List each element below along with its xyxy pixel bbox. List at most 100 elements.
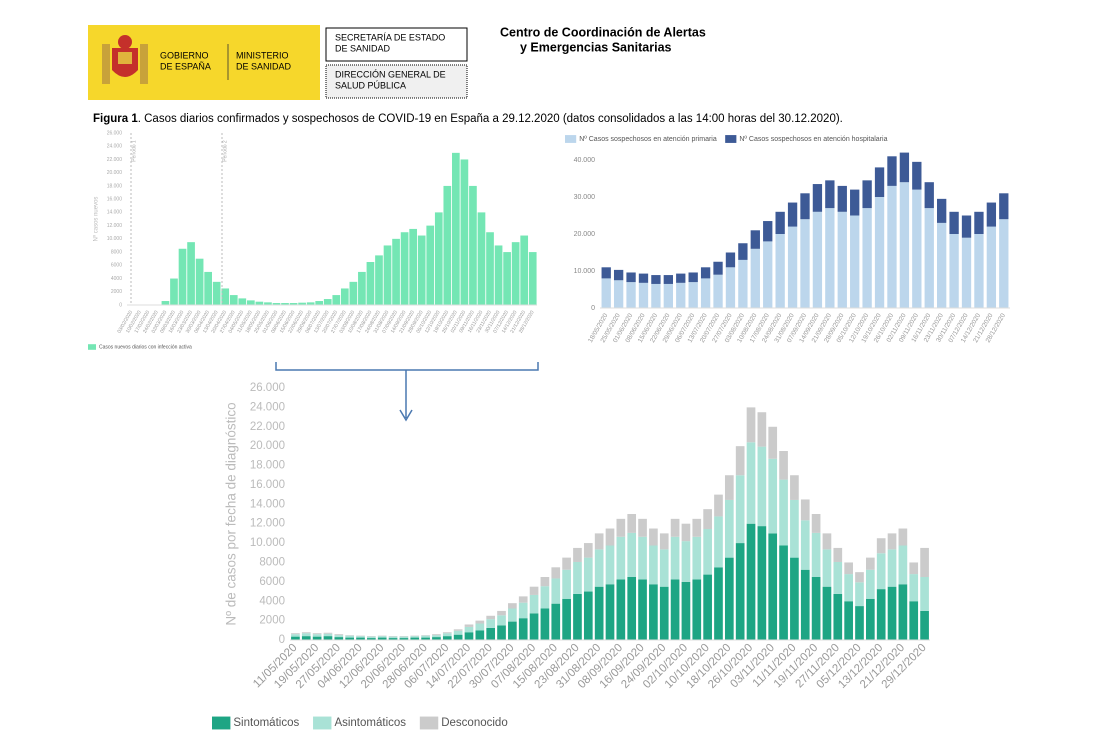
bar-segment [497, 625, 506, 640]
bar-segment [746, 442, 756, 524]
bar-segment [887, 185, 897, 308]
center-name: y Emergencias Sanitarias [520, 40, 672, 54]
bar-segment [735, 446, 745, 476]
bar-segment [825, 208, 835, 308]
bar-segment [898, 584, 908, 640]
bar-segment [551, 578, 561, 604]
bar-segment [663, 283, 673, 308]
y-tick-label: 0 [279, 634, 285, 646]
y-tick-label: 8000 [111, 249, 122, 255]
bar-segment [434, 212, 443, 305]
bar-segment [613, 269, 624, 281]
bar-segment [779, 451, 788, 480]
bar-segment [503, 252, 511, 305]
y-tick-label: 24.000 [250, 401, 285, 413]
bar-segment [426, 225, 435, 305]
bar-segment [855, 572, 864, 583]
y-tick-label: 2000 [111, 289, 122, 295]
bar-segment [334, 637, 344, 640]
bar-segment [323, 299, 332, 305]
bar-segment [874, 197, 885, 308]
bar-segment [486, 232, 494, 305]
bar-segment [757, 446, 767, 527]
bar-segment [529, 613, 539, 640]
legend-label: Desconocido [441, 717, 507, 729]
bar-segment [779, 545, 788, 640]
bar-segment [663, 275, 673, 284]
bar-segment [410, 637, 420, 640]
y-tick-label: 6000 [111, 263, 122, 269]
bar-segment [442, 636, 452, 640]
bar-segment [961, 237, 972, 308]
bar-segment [464, 624, 474, 627]
y-tick-label: 26.000 [107, 130, 123, 136]
bar-segment [763, 221, 773, 242]
y-tick-label: 12.000 [107, 223, 123, 229]
bar-segment [649, 528, 658, 546]
bar-segment [638, 536, 647, 580]
bar-segment [497, 615, 506, 626]
bar-segment [616, 518, 626, 537]
bar-segment [811, 577, 821, 640]
bar-segment [508, 621, 517, 640]
bracket [275, 362, 539, 371]
bar-segment [518, 618, 528, 640]
bar-segment [377, 637, 387, 640]
y-tick-label: 26.000 [250, 382, 285, 394]
bar-segment [511, 242, 520, 305]
bar-segment [388, 636, 398, 639]
bar-segment [272, 303, 281, 305]
bar-segment [616, 536, 626, 580]
bar-segment [264, 302, 272, 305]
bar-segment [855, 582, 864, 607]
bar-segment [757, 412, 767, 447]
bar-segment [924, 182, 934, 209]
bar-segment [714, 516, 723, 568]
bar-segment [822, 549, 832, 587]
bar-segment [999, 219, 1009, 308]
bar-segment [356, 636, 365, 638]
bar-segment [898, 528, 908, 546]
bar-segment [713, 261, 723, 275]
bar-segment [713, 274, 723, 308]
bar-segment [161, 301, 170, 305]
bar-segment [638, 579, 647, 640]
bar-segment [700, 278, 711, 308]
bar-segment [999, 193, 1009, 220]
bar-segment [738, 259, 748, 308]
bar-segment [855, 606, 864, 640]
bar-segment [551, 567, 561, 579]
bar-segment [768, 426, 778, 459]
bar-segment [887, 549, 897, 587]
y-tick-label: 4000 [111, 276, 122, 282]
bar-segment [453, 629, 463, 631]
bar-segment [688, 282, 698, 308]
period-label: Periodo 1 [131, 140, 137, 162]
bar-segment [508, 603, 517, 609]
bar-segment [800, 520, 810, 570]
bar-segment [464, 632, 474, 640]
bar-segment [306, 302, 315, 305]
bar-segment [924, 208, 934, 308]
ministerio-line: MINISTERIO [236, 50, 289, 60]
bar-segment [949, 211, 959, 234]
bar-segment [850, 189, 860, 216]
bar-segment [443, 185, 452, 305]
bar-segment [475, 630, 485, 640]
bar-segment [626, 272, 636, 283]
bar-segment [800, 499, 810, 521]
box [325, 64, 468, 99]
y-tick-label: 10.000 [250, 537, 285, 549]
y-tick-label: 24.000 [107, 144, 123, 150]
bar-segment [837, 185, 847, 212]
bar-segment [681, 581, 691, 640]
bar-segment [508, 608, 517, 622]
box-line: SALUD PÚBLICA [335, 80, 406, 90]
bar-segment [298, 302, 306, 305]
bar-segment [844, 574, 853, 602]
bar-segment [229, 295, 238, 305]
bar-segment [204, 271, 212, 305]
legend-label: Nº Casos sospechosos en atención primari… [579, 136, 717, 143]
bar-segment [986, 226, 997, 308]
bar-segment [315, 301, 324, 305]
